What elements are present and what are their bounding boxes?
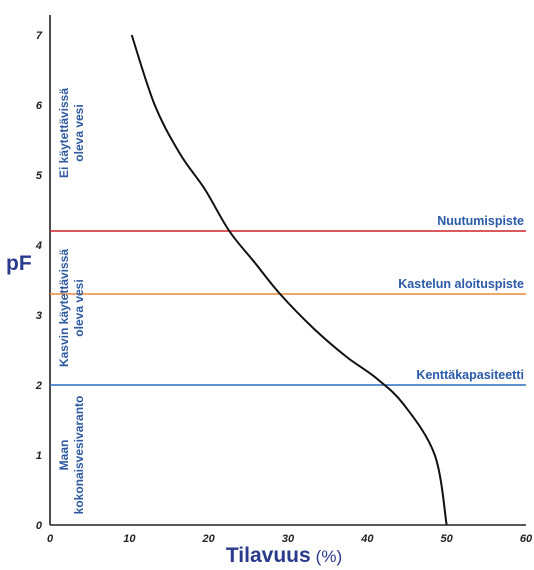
zone-label-line: oleva vesi bbox=[72, 279, 86, 336]
y-tick-label: 1 bbox=[36, 450, 42, 462]
x-axis-unit: (%) bbox=[316, 547, 342, 566]
x-tick-label: 60 bbox=[520, 533, 533, 545]
x-tick-label: 30 bbox=[282, 533, 295, 545]
zone-label-line: Ei käytettävissä bbox=[57, 88, 71, 178]
y-tick-label: 6 bbox=[36, 100, 43, 112]
x-tick-label: 10 bbox=[123, 533, 136, 545]
y-tick-label: 0 bbox=[36, 520, 43, 532]
y-axis-title: pF bbox=[6, 252, 32, 275]
pf-curve-line bbox=[130, 34, 448, 526]
series-group bbox=[130, 34, 448, 526]
reference-line-label: Kenttäkapasiteetti bbox=[416, 368, 524, 382]
y-tick-label: 7 bbox=[36, 30, 43, 42]
reference-line-label: Nuutumispiste bbox=[437, 214, 524, 228]
zone-label: Kasvin käytettävissä oleva vesi bbox=[57, 249, 86, 367]
x-axis-label: Tilavuus bbox=[226, 544, 311, 567]
reference-lines: Nuutumispiste Kastelun aloituspiste Kenttä… bbox=[50, 214, 526, 386]
y-tick-label: 3 bbox=[36, 310, 42, 322]
zone-label-line: kokonaisvesivaranto bbox=[72, 396, 86, 515]
x-axis-title: Tilavuus (%) bbox=[226, 544, 342, 567]
zone-label: Ei käytettävissä oleva vesi bbox=[57, 88, 86, 178]
y-tick-label: 5 bbox=[36, 170, 43, 182]
x-tick-label: 40 bbox=[360, 533, 374, 545]
zone-label: Maan kokonaisvesivaranto bbox=[57, 396, 86, 515]
y-tick-label: 4 bbox=[35, 240, 42, 252]
zone-label-line: Kasvin käytettävissä bbox=[57, 249, 71, 367]
tick-labels: 0 10 20 30 40 50 60 0 1 2 3 4 5 6 7 bbox=[35, 30, 533, 545]
axes bbox=[49, 15, 526, 526]
reference-line-label: Kastelun aloituspiste bbox=[398, 277, 524, 291]
y-tick-label: 2 bbox=[35, 380, 42, 392]
x-tick-label: 20 bbox=[202, 533, 216, 545]
x-tick-label: 0 bbox=[47, 533, 54, 545]
x-tick-label: 50 bbox=[441, 533, 454, 545]
zone-label-line: Maan bbox=[57, 440, 71, 471]
zone-label-line: oleva vesi bbox=[72, 104, 86, 161]
